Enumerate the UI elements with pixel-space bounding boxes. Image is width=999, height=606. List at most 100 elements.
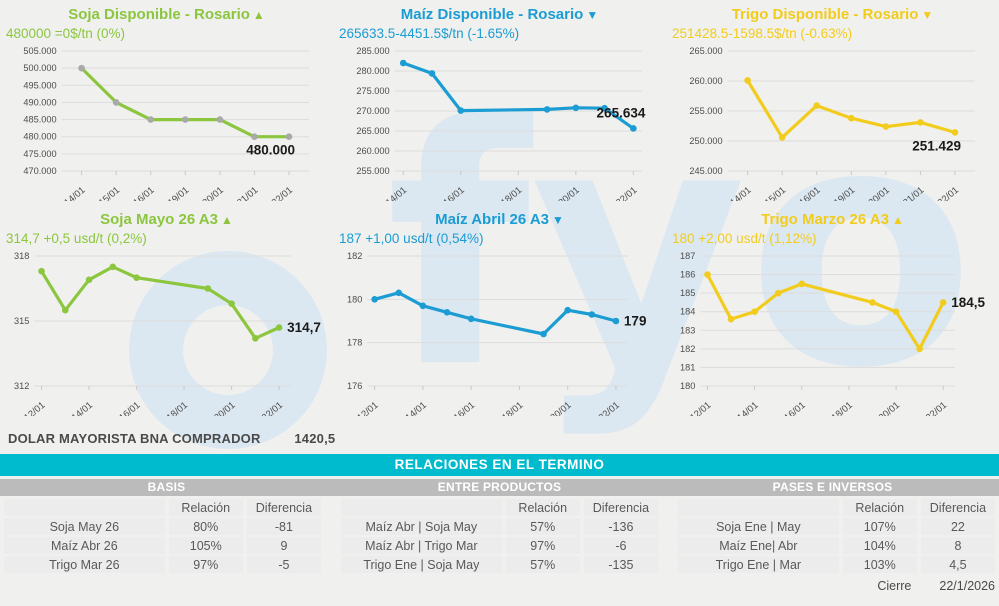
svg-text:18/01: 18/01 bbox=[165, 400, 190, 416]
maiz-abril-26-line-chart: 182 180 178 176 12/01 14/01 16/01 18/01 20/01 22/… bbox=[347, 251, 647, 416]
table-row: Maíz Abr 26 105% 9 bbox=[4, 537, 321, 554]
trend-up-icon: ▲ bbox=[252, 8, 265, 22]
chart-title: Trigo Disponible - Rosario ▼ bbox=[666, 5, 999, 25]
table-header-row: Relación Diferencia bbox=[678, 499, 995, 516]
svg-text:18/01: 18/01 bbox=[500, 400, 525, 416]
svg-text:265.000: 265.000 bbox=[356, 126, 389, 136]
svg-text:16/01: 16/01 bbox=[782, 400, 807, 416]
svg-text:185: 185 bbox=[680, 288, 695, 298]
table-header-row: Relación Diferencia bbox=[341, 499, 658, 516]
svg-text:275.000: 275.000 bbox=[356, 86, 389, 96]
watermark-ring-icon bbox=[129, 251, 327, 449]
svg-text:490.000: 490.000 bbox=[23, 97, 56, 107]
svg-text:14/01: 14/01 bbox=[728, 185, 753, 201]
svg-text:312: 312 bbox=[14, 381, 29, 391]
svg-text:12/01: 12/01 bbox=[688, 400, 713, 416]
row-label: Soja Ene | May bbox=[678, 518, 839, 535]
trend-down-icon: ▼ bbox=[921, 8, 934, 22]
entre-productos-table: Relación Diferencia Maíz Abr | Soja May … bbox=[337, 497, 662, 575]
diferencia-value: -6 bbox=[583, 537, 658, 554]
diferencia-value: 22 bbox=[920, 518, 995, 535]
svg-text:22/01: 22/01 bbox=[614, 185, 639, 201]
row-label: Maíz Abr | Soja May bbox=[341, 518, 502, 535]
chart-subtitle: 265633.5-4451.5$/tn (-1.65%) bbox=[339, 26, 520, 41]
svg-text:480.000: 480.000 bbox=[23, 132, 56, 142]
relacion-value: 97% bbox=[168, 556, 243, 573]
table-row: Soja May 26 80% -81 bbox=[4, 518, 321, 535]
dollar-value: 1420,5 bbox=[294, 431, 336, 446]
svg-text:22/01: 22/01 bbox=[597, 400, 622, 416]
relacion-column-header: Relación bbox=[842, 499, 917, 516]
basis-table: Relación Diferencia Soja May 26 80% -81 … bbox=[0, 497, 325, 575]
table-row: Soja Ene | May 107% 22 bbox=[678, 518, 995, 535]
svg-text:265.000: 265.000 bbox=[689, 46, 722, 56]
table-row: Maíz Abr | Trigo Mar 97% -6 bbox=[341, 537, 658, 554]
chart-card-trigo-marzo-26: Trigo Marzo 26 A3 ▲ 180 +2,00 usd/t (1,12… bbox=[666, 205, 999, 416]
svg-text:179: 179 bbox=[624, 314, 647, 329]
table-row: Maíz Ene| Abr 104% 8 bbox=[678, 537, 995, 554]
svg-text:475.000: 475.000 bbox=[23, 149, 56, 159]
svg-text:318: 318 bbox=[14, 251, 29, 261]
svg-text:14/01: 14/01 bbox=[62, 185, 87, 201]
svg-text:22/01: 22/01 bbox=[270, 185, 295, 201]
svg-text:265.634: 265.634 bbox=[597, 105, 646, 120]
svg-text:22/01: 22/01 bbox=[924, 400, 949, 416]
trigo-disponible-line-chart: 265.000 260.000 255.000 250.000 245.000 14/01… bbox=[689, 46, 975, 201]
svg-text:270.000: 270.000 bbox=[356, 106, 389, 116]
relacion-value: 57% bbox=[505, 556, 580, 573]
svg-text:19/01: 19/01 bbox=[832, 185, 857, 201]
svg-text:186: 186 bbox=[680, 270, 695, 280]
row-label: Trigo Mar 26 bbox=[4, 556, 165, 573]
svg-text:21/01: 21/01 bbox=[235, 185, 260, 201]
svg-text:187: 187 bbox=[680, 251, 695, 261]
trend-up-icon: ▲ bbox=[891, 213, 904, 227]
table-row: Trigo Ene | Soja May 57% -135 bbox=[341, 556, 658, 573]
svg-text:16/01: 16/01 bbox=[131, 185, 156, 201]
svg-text:182: 182 bbox=[680, 344, 695, 354]
diferencia-value: 9 bbox=[246, 537, 321, 554]
svg-text:16/01: 16/01 bbox=[797, 185, 822, 201]
relacion-value: 104% bbox=[842, 537, 917, 554]
maiz-disponible-line-chart: 285.000 280.000 275.000 270.000 265.000 260.0… bbox=[356, 46, 646, 201]
section-header-pases-e-inversos: PASES E INVERSOS bbox=[772, 480, 893, 494]
charts-grid: Soja Disponible - Rosario ▲ 480000 =0$/tn… bbox=[0, 0, 999, 416]
svg-text:22/01: 22/01 bbox=[260, 400, 285, 416]
closing-label: Cierre bbox=[877, 579, 912, 593]
svg-text:183: 183 bbox=[680, 325, 695, 335]
svg-text:470.000: 470.000 bbox=[23, 166, 56, 176]
closing-date: 22/1/2026 bbox=[939, 579, 995, 593]
svg-text:14/01: 14/01 bbox=[70, 400, 95, 416]
chart-title: Soja Mayo 26 A3 ▲ bbox=[0, 210, 333, 230]
chart-card-maiz-disponible: Maíz Disponible - Rosario ▼ 265633.5-4451… bbox=[333, 0, 666, 201]
svg-text:15/01: 15/01 bbox=[97, 185, 122, 201]
row-label: Soja May 26 bbox=[4, 518, 165, 535]
svg-text:16/01: 16/01 bbox=[117, 400, 142, 416]
trigo-marzo-26-line-chart: 187 186 185 184 183 182 181 180 12/01 14/01 16/01 1… bbox=[680, 251, 985, 416]
relacion-value: 97% bbox=[505, 537, 580, 554]
diferencia-value: -135 bbox=[583, 556, 658, 573]
svg-text:12/01: 12/01 bbox=[22, 400, 47, 416]
svg-text:255.000: 255.000 bbox=[356, 166, 389, 176]
row-label: Trigo Ene | Mar bbox=[678, 556, 839, 573]
relations-section-band: BASIS ENTRE PRODUCTOS PASES E INVERSOS bbox=[0, 479, 999, 496]
chart-card-soja-mayo-26: Soja Mayo 26 A3 ▲ 314,7 +0,5 usd/t (0,2%)… bbox=[0, 205, 333, 416]
chart-subtitle: 180 +2,00 usd/t (1,12%) bbox=[672, 231, 817, 246]
diferencia-value: 4,5 bbox=[920, 556, 995, 573]
relations-tables: Relación Diferencia Soja May 26 80% -81 … bbox=[0, 497, 999, 575]
row-label: Maíz Ene| Abr bbox=[678, 537, 839, 554]
pases-e-inversos-table: Relación Diferencia Soja Ene | May 107% … bbox=[674, 497, 999, 575]
svg-text:182: 182 bbox=[347, 251, 362, 261]
trend-down-icon: ▼ bbox=[552, 213, 564, 227]
chart-title: Maíz Disponible - Rosario ▼ bbox=[333, 5, 666, 25]
relacion-value: 80% bbox=[168, 518, 243, 535]
svg-text:480.000: 480.000 bbox=[246, 143, 295, 158]
chart-subtitle: 251428.5-1598.5$/tn (-0.63%) bbox=[672, 26, 853, 41]
svg-text:250.000: 250.000 bbox=[689, 136, 722, 146]
svg-text:14/01: 14/01 bbox=[404, 400, 429, 416]
svg-text:20/01: 20/01 bbox=[877, 400, 902, 416]
svg-text:21/01: 21/01 bbox=[901, 185, 926, 201]
svg-text:485.000: 485.000 bbox=[23, 115, 56, 125]
svg-text:314,7: 314,7 bbox=[287, 320, 321, 335]
